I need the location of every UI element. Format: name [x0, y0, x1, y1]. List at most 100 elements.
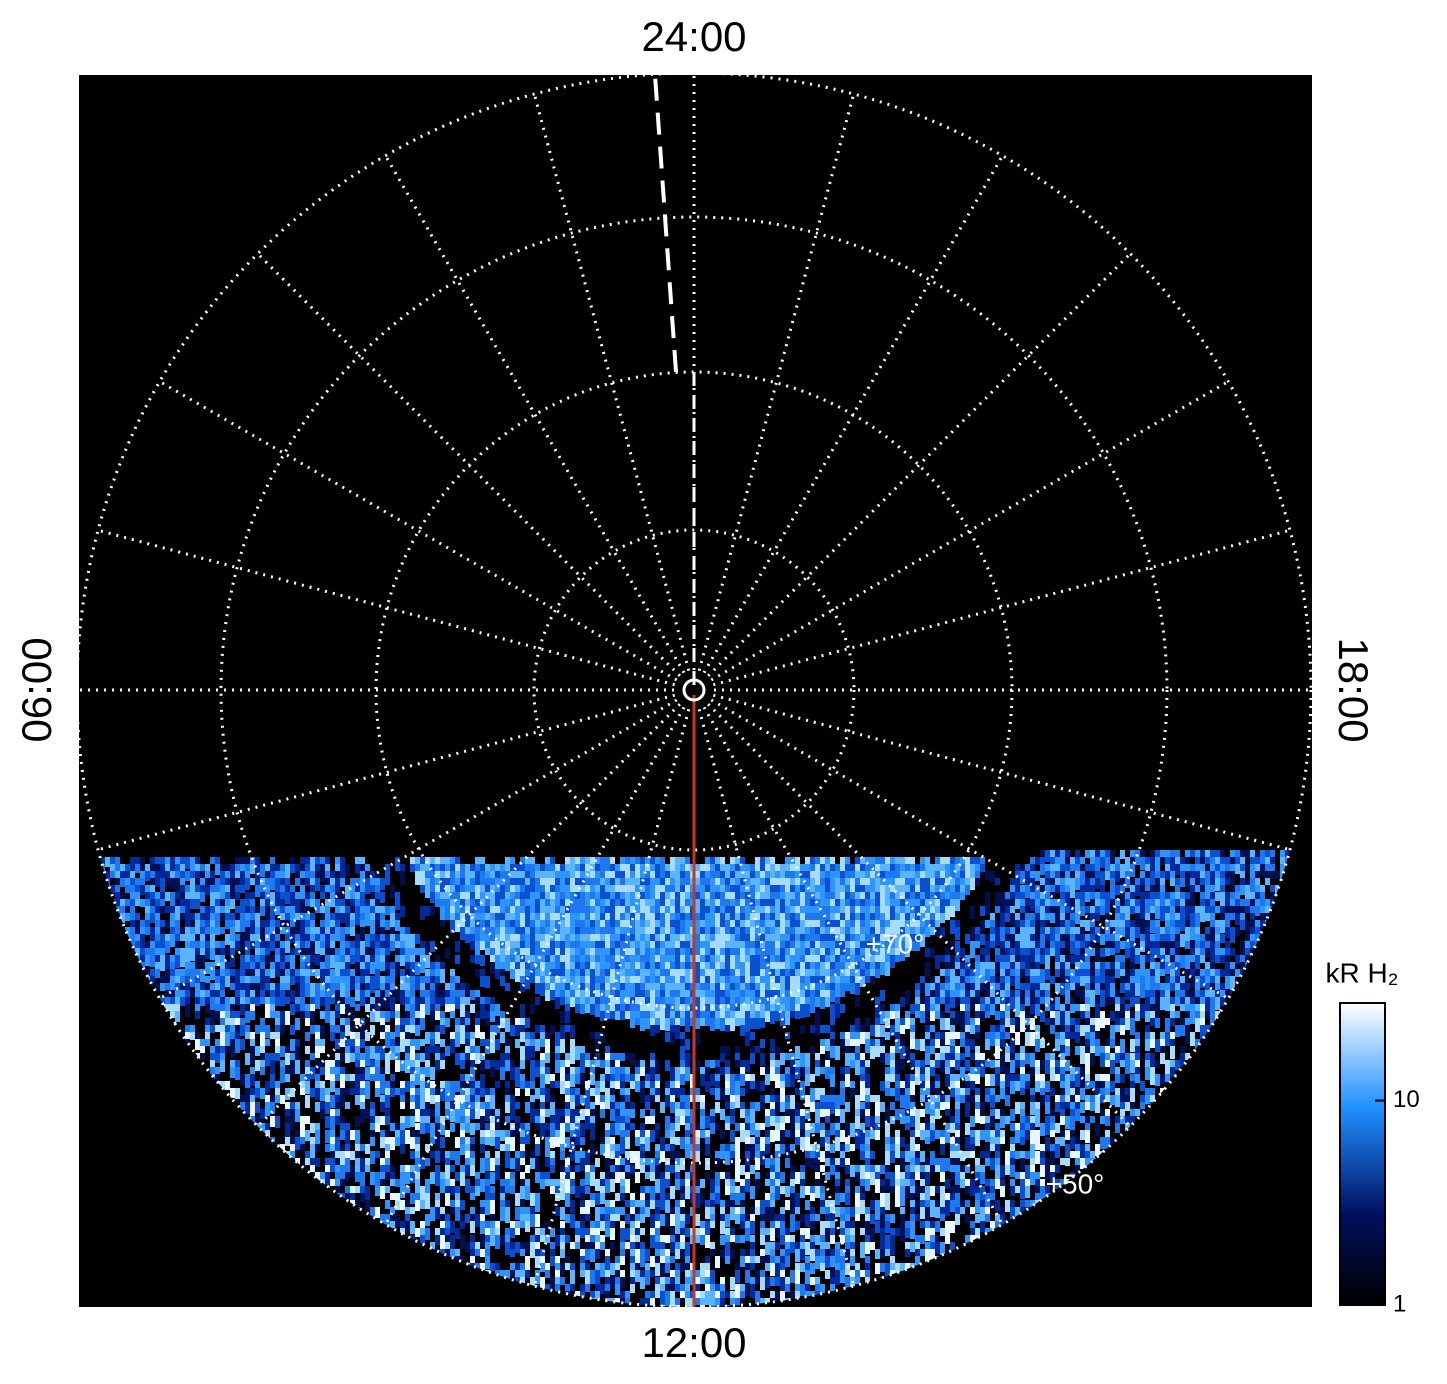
emission-cell [760, 906, 765, 913]
emission-cell [625, 955, 630, 968]
emission-cell [535, 913, 540, 921]
emission-cell [1135, 955, 1140, 964]
emission-cell [655, 1011, 660, 1019]
emission-cell [940, 955, 945, 962]
emission-cell [915, 1011, 920, 1018]
emission-cell [365, 1032, 370, 1041]
emission-cell [860, 885, 865, 895]
emission-cell [485, 878, 490, 887]
emission-cell [670, 892, 675, 902]
emission-cell [985, 969, 990, 982]
emission-cell [1180, 857, 1185, 867]
emission-cell [460, 990, 465, 998]
emission-cell [730, 1004, 735, 1015]
emission-cell [790, 871, 795, 881]
emission-cell [1065, 927, 1070, 938]
emission-cell [570, 948, 575, 956]
emission-cell [865, 885, 870, 894]
emission-cell [335, 878, 340, 886]
emission-cell [230, 1039, 235, 1046]
emission-cell [200, 885, 205, 898]
emission-cell [485, 885, 490, 895]
emission-cell [1140, 878, 1145, 888]
emission-cell [225, 871, 230, 879]
emission-cell [325, 1004, 330, 1013]
emission-cell [915, 1004, 920, 1016]
emission-cell [530, 920, 535, 927]
emission-cell [675, 997, 680, 1008]
emission-cell [110, 857, 115, 865]
emission-cell [800, 885, 805, 895]
emission-cell [1200, 948, 1205, 959]
emission-cell [135, 934, 140, 944]
emission-cell [340, 1039, 345, 1047]
emission-cell [720, 913, 725, 924]
emission-cell [200, 955, 205, 966]
emission-cell [615, 962, 620, 971]
emission-cell [545, 1032, 550, 1043]
emission-cell [1015, 1032, 1020, 1045]
emission-cell [640, 857, 645, 865]
emission-cell [610, 997, 615, 1010]
emission-cell [1020, 962, 1025, 974]
emission-cell [1110, 1025, 1115, 1039]
emission-cell [680, 962, 685, 970]
emission-cell [1075, 927, 1080, 936]
emission-cell [675, 1004, 680, 1014]
emission-cell [625, 913, 630, 920]
emission-cell [220, 913, 225, 921]
emission-cell [510, 955, 515, 964]
emission-cell [1030, 864, 1035, 877]
emission-cell [945, 885, 950, 895]
emission-cell [615, 906, 620, 914]
emission-cell [875, 1011, 880, 1020]
emission-cell [1070, 927, 1075, 937]
emission-cell [620, 885, 625, 893]
emission-cell [350, 927, 355, 936]
emission-cell [225, 899, 230, 906]
emission-cell [725, 885, 730, 897]
emission-cell [1050, 857, 1055, 869]
emission-cell [175, 899, 180, 911]
emission-cell [1145, 1025, 1150, 1032]
emission-cell [285, 955, 290, 963]
emission-cell [685, 1004, 690, 1015]
emission-cell [595, 941, 600, 954]
emission-cell [415, 871, 420, 885]
emission-cell [650, 997, 655, 1009]
emission-cell [945, 878, 950, 885]
emission-cell [1160, 990, 1165, 1001]
emission-cell [1045, 878, 1050, 885]
emission-cell [840, 1032, 845, 1043]
emission-cell [895, 906, 900, 916]
emission-cell [905, 864, 910, 873]
emission-cell [295, 941, 300, 949]
emission-cell [360, 857, 365, 869]
emission-cell [845, 920, 850, 927]
emission-cell [635, 990, 640, 998]
emission-cell [200, 941, 205, 949]
emission-cell [525, 857, 530, 866]
emission-cell [990, 969, 995, 981]
emission-cell [600, 878, 605, 889]
emission-cell [720, 1004, 725, 1017]
emission-cell [500, 927, 505, 936]
emission-cell [635, 962, 640, 973]
emission-cell [660, 927, 665, 940]
emission-cell [520, 885, 525, 894]
emission-cell [805, 990, 810, 998]
emission-cell [835, 878, 840, 888]
emission-cell [635, 927, 640, 935]
emission-cell [1025, 955, 1030, 962]
emission-cell [705, 871, 710, 880]
emission-cell [910, 927, 915, 939]
emission-cell [710, 1011, 715, 1020]
emission-cell [665, 1032, 670, 1042]
emission-cell [1135, 997, 1140, 1010]
emission-cell [525, 871, 530, 880]
emission-cell [240, 955, 245, 966]
emission-cell [1010, 976, 1015, 986]
emission-cell [1220, 857, 1225, 869]
emission-cell [945, 969, 950, 982]
emission-cell [1065, 906, 1070, 913]
